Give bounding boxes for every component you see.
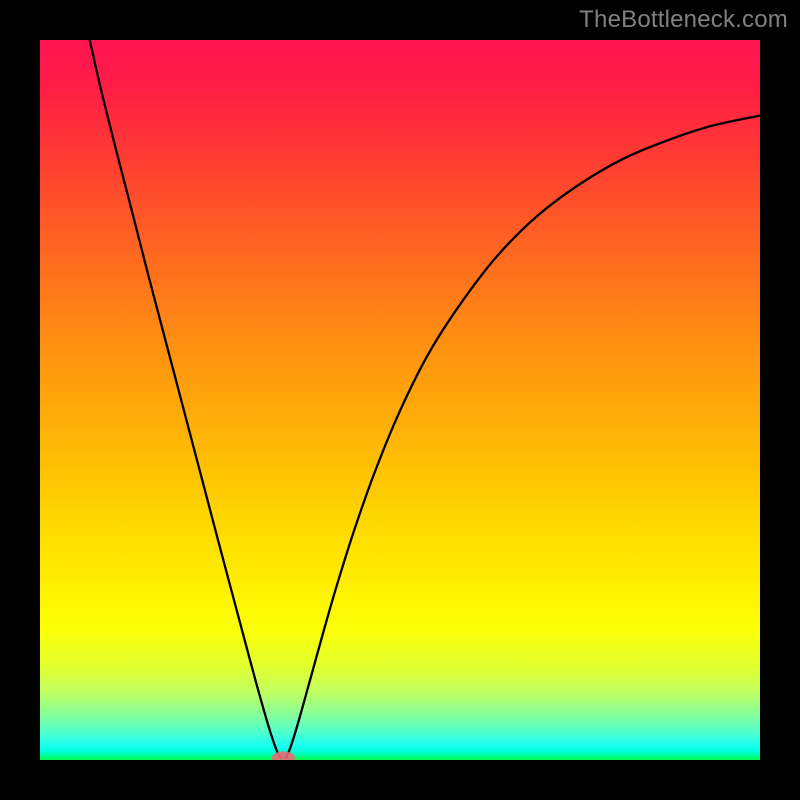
- gradient-background: [40, 40, 760, 760]
- chart-svg: [40, 40, 760, 760]
- watermark-text: TheBottleneck.com: [579, 6, 788, 34]
- chart-plot-area: [40, 40, 760, 760]
